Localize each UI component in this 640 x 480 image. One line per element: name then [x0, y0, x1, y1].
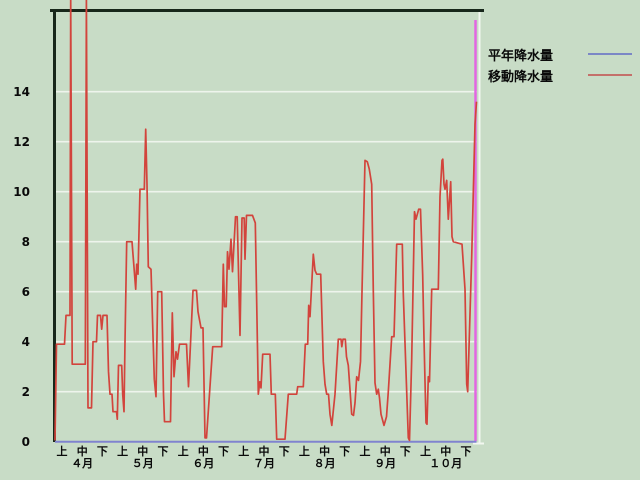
x-tick-label-4-1: 中: [76, 445, 88, 458]
x-month-label-8: ８月: [313, 457, 336, 470]
y-tick-label-10: 10: [13, 184, 30, 199]
x-tick-label-8-0: 上: [298, 445, 310, 458]
x-tick-label-10-2: 下: [460, 445, 472, 458]
x-tick-label-7-2: 下: [278, 445, 290, 458]
plot-frame: [50, 9, 484, 445]
legend-label-moving: 移動降水量: [488, 69, 554, 85]
y-tick-label-8: 8: [21, 234, 30, 249]
data-series: [54, 0, 478, 443]
x-tick-label-9-1: 中: [379, 445, 391, 458]
y-tick-label-2: 2: [21, 384, 30, 399]
y-tick-label-4: 4: [21, 334, 30, 349]
legend-item-moving: 移動降水量: [488, 65, 638, 85]
y-tick-label-6: 6: [21, 284, 30, 299]
x-month-label-5: ５月: [131, 457, 154, 470]
x-tick-label-8-2: 下: [339, 445, 351, 458]
x-tick-label-7-0: 上: [238, 445, 250, 458]
x-tick-label-5-2: 下: [157, 445, 169, 458]
x-tick-label-6-2: 下: [218, 445, 230, 458]
x-tick-label-5-1: 中: [137, 445, 149, 458]
x-tick-label-9-2: 下: [399, 445, 411, 458]
x-month-label-7: ７月: [253, 457, 275, 470]
x-tick-label-5-0: 上: [117, 445, 129, 458]
x-tick-label-10-1: 中: [440, 445, 452, 458]
legend-item-normal: 平年降水量: [488, 44, 638, 64]
x-tick-label-7-1: 中: [258, 445, 270, 458]
y-tick-label-0: 0: [21, 434, 30, 449]
x-month-label-9: ９月: [374, 457, 397, 470]
x-tick-label-6-1: 中: [197, 445, 209, 458]
x-tick-label-4-2: 下: [96, 445, 108, 458]
x-tick-label-6-0: 上: [177, 445, 189, 458]
legend-label-normal: 平年降水量: [488, 48, 554, 64]
moving-precip-line: [54, 0, 478, 442]
legend-line-sample-normal: [588, 53, 632, 55]
x-month-label-4: ４月: [71, 457, 94, 470]
legend: 平年降水量 移動降水量: [488, 44, 638, 86]
x-month-label-6: ６月: [192, 457, 215, 470]
y-tick-label-12: 12: [13, 134, 30, 149]
legend-line-sample-moving: [588, 74, 632, 76]
y-tick-label-14: 14: [13, 84, 30, 99]
x-tick-label-8-1: 中: [319, 445, 331, 458]
x-tick-label-9-0: 上: [359, 445, 371, 458]
x-month-label-10: １０月: [429, 457, 463, 470]
x-tick-label-4-0: 上: [56, 445, 68, 458]
x-tick-label-10-0: 上: [420, 445, 432, 458]
